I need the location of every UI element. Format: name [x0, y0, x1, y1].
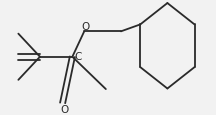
- Text: O: O: [81, 21, 89, 31]
- Text: C: C: [75, 51, 82, 61]
- Text: O: O: [61, 104, 69, 114]
